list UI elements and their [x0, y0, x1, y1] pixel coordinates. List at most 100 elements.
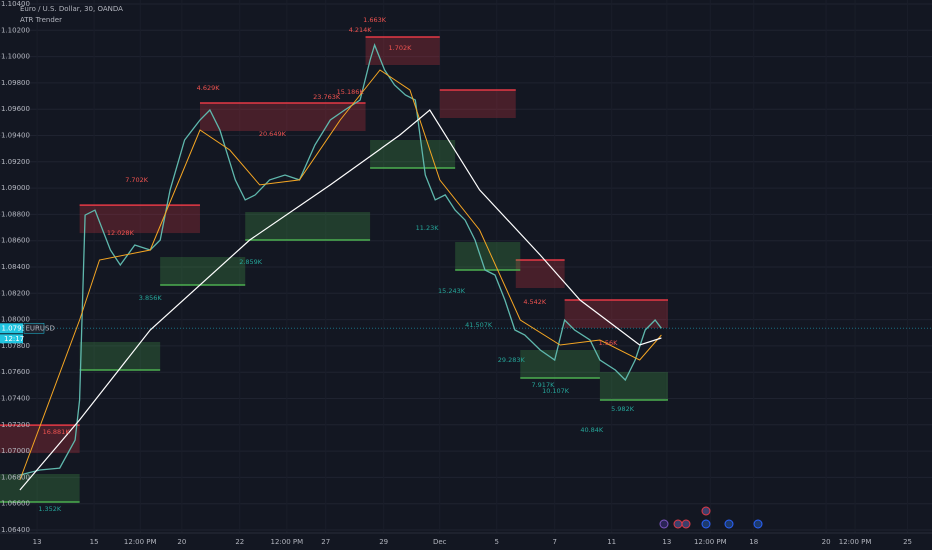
band-box [160, 257, 246, 286]
y-tick-label: 1.09800 [1, 79, 30, 87]
volume-label: 12.028K [107, 229, 135, 237]
band-box [365, 37, 440, 66]
event-icon [659, 519, 669, 529]
y-tick-label: 1.09600 [1, 105, 30, 113]
volume-label: 10.107K [542, 387, 570, 395]
band-box [520, 349, 600, 378]
countdown-tag [0, 334, 23, 344]
volume-label: 5.982K [611, 405, 635, 413]
event-icon [753, 519, 763, 529]
y-tick-label: 1.07200 [1, 421, 30, 429]
volume-label: 3.856K [139, 294, 163, 302]
x-tick-label: 7 [552, 538, 556, 546]
x-tick-label: 25 [903, 538, 912, 546]
x-tick-label: 20 [177, 538, 186, 546]
volume-label: 1.702K [389, 44, 413, 52]
volume-label: 2.859K [239, 258, 263, 266]
grid [0, 3, 932, 531]
event-icon [701, 519, 711, 529]
x-tick-label: Dec [433, 538, 447, 546]
y-tick-label: 1.10200 [1, 26, 30, 34]
event-icon [724, 519, 734, 529]
band-box [665, 371, 668, 400]
symbol-tag [23, 323, 45, 334]
volume-label: 1.56K [599, 339, 618, 347]
volume-label: 4.629K [197, 84, 221, 92]
volume-label: 15.186K [337, 88, 365, 96]
x-tick-label: 12:00 PM [271, 538, 304, 546]
countdown-label: 12:17 [4, 335, 24, 343]
event-icons [659, 506, 763, 529]
y-tick-label: 1.08600 [1, 237, 30, 245]
series-line [19, 109, 662, 491]
series-line [19, 69, 662, 481]
volume-label: 4.542K [523, 298, 547, 306]
symbol-label: EURUSD [26, 324, 55, 332]
volume-label: 7.702K [125, 176, 149, 184]
x-tick-label: 22 [235, 538, 244, 546]
volume-label: 40.84K [580, 426, 604, 434]
band-box [665, 300, 668, 329]
y-tick-label: 1.07800 [1, 342, 30, 350]
y-tick-label: 1.07600 [1, 368, 30, 376]
volume-label: 23.763K [313, 93, 341, 101]
x-tick-label: 15 [90, 538, 99, 546]
y-tick-label: 1.06600 [1, 500, 30, 508]
band-box [0, 473, 80, 502]
x-tick-label: 18 [749, 538, 758, 546]
x-tick-label: 29 [379, 538, 388, 546]
volume-label: 1.663K [363, 16, 387, 24]
band-box [245, 212, 371, 241]
volume-label: 15.243K [438, 287, 466, 295]
y-tick-label: 1.09000 [1, 184, 30, 192]
y-tick-label: 1.08400 [1, 263, 30, 271]
volume-label: 16.881K [43, 428, 71, 436]
x-tick-label: 13 [33, 538, 42, 546]
band-box [0, 425, 80, 454]
band-box [599, 371, 666, 400]
volume-label: 1.352K [38, 505, 62, 513]
price-tag [0, 323, 23, 334]
volume-label: 29.283K [498, 356, 526, 364]
x-tick-label: 20 [822, 538, 831, 546]
x-tick-label: 12:00 PM [124, 538, 157, 546]
volume-label: 4.214K [349, 26, 373, 34]
band-box [79, 205, 200, 234]
event-icon [673, 519, 683, 529]
y-tick-label: 1.10400 [1, 0, 30, 8]
volume-label: 11.23K [416, 224, 440, 232]
bands [0, 36, 668, 503]
band-box [455, 242, 521, 271]
band-box [564, 300, 666, 329]
band-box [370, 139, 456, 168]
x-tick-label: 13 [662, 538, 671, 546]
y-tick-label: 1.08000 [1, 316, 30, 324]
y-tick-label: 1.08800 [1, 210, 30, 218]
lines [0, 43, 932, 491]
chart-title: Euro / U.S. Dollar, 30, OANDA [20, 5, 123, 13]
volume-label: 41.507K [465, 321, 493, 329]
y-tick-label: 1.09200 [1, 158, 30, 166]
band-box [79, 341, 161, 370]
y-tick-label: 1.06400 [1, 526, 30, 534]
x-tick-label: 11 [607, 538, 616, 546]
band-box [439, 90, 516, 119]
band-box [199, 103, 366, 132]
x-tick-label: 12:00 PM [694, 538, 727, 546]
y-tick-label: 1.09400 [1, 132, 30, 140]
y-tick-label: 1.06800 [1, 473, 30, 481]
y-tick-label: 1.08200 [1, 289, 30, 297]
x-tick-label: 12:00 PM [839, 538, 872, 546]
y-tick-label: 1.07000 [1, 447, 30, 455]
y-tick-label: 1.10000 [1, 53, 30, 61]
x-tick-label: 27 [321, 538, 330, 546]
volume-label: 7.917K [531, 381, 555, 389]
series-line [19, 43, 662, 476]
x-tick-label: 5 [495, 538, 499, 546]
indicator-name: ATR Trender [20, 16, 62, 24]
price-tag-label: 1.07934 [2, 324, 31, 332]
